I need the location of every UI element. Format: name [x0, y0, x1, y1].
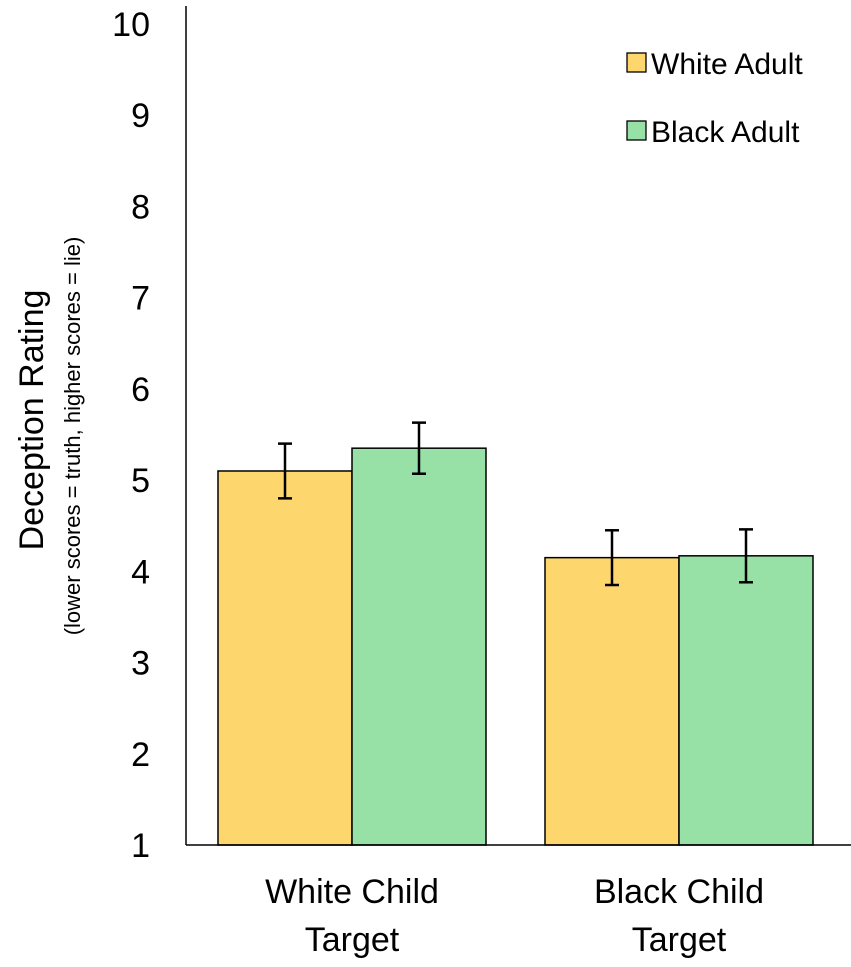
y-tick-label: 3	[131, 645, 150, 683]
bar	[217, 470, 353, 846]
y-axis-title: Deception Rating (lower scores = truth, …	[13, 237, 85, 636]
legend-label: White Adult	[651, 48, 803, 81]
bar	[351, 447, 487, 846]
x-category-label: Target	[632, 921, 727, 959]
y-tick-label: 10	[112, 6, 150, 44]
legend-swatch	[626, 52, 647, 73]
y-axis-sublabel: (lower scores = truth, higher scores = l…	[60, 237, 85, 636]
bars	[217, 447, 814, 846]
legend-label: Black Adult	[651, 116, 800, 149]
y-tick-label: 8	[131, 188, 150, 226]
legend: White Adult Black Adult	[626, 48, 803, 149]
x-category-label: White Child	[265, 873, 439, 911]
bar	[544, 556, 680, 846]
y-axis: 1 2 3 4 5 6 7 8 9 10	[112, 6, 187, 865]
y-tick-label: 2	[131, 736, 150, 774]
y-tick-label: 1	[131, 827, 150, 865]
y-tick-label: 9	[131, 97, 150, 135]
y-tick-label: 4	[131, 553, 150, 591]
x-category-label: Target	[305, 921, 400, 959]
y-tick-label: 5	[131, 462, 150, 500]
y-axis-label: Deception Rating	[13, 290, 51, 551]
y-tick-label: 7	[131, 280, 150, 318]
bar	[678, 555, 814, 846]
error-bars	[278, 421, 753, 587]
x-axis: White Child Target Black Child Target	[186, 844, 851, 959]
y-tick-label: 6	[131, 371, 150, 409]
legend-swatch	[626, 120, 647, 141]
x-category-label: Black Child	[594, 873, 764, 911]
